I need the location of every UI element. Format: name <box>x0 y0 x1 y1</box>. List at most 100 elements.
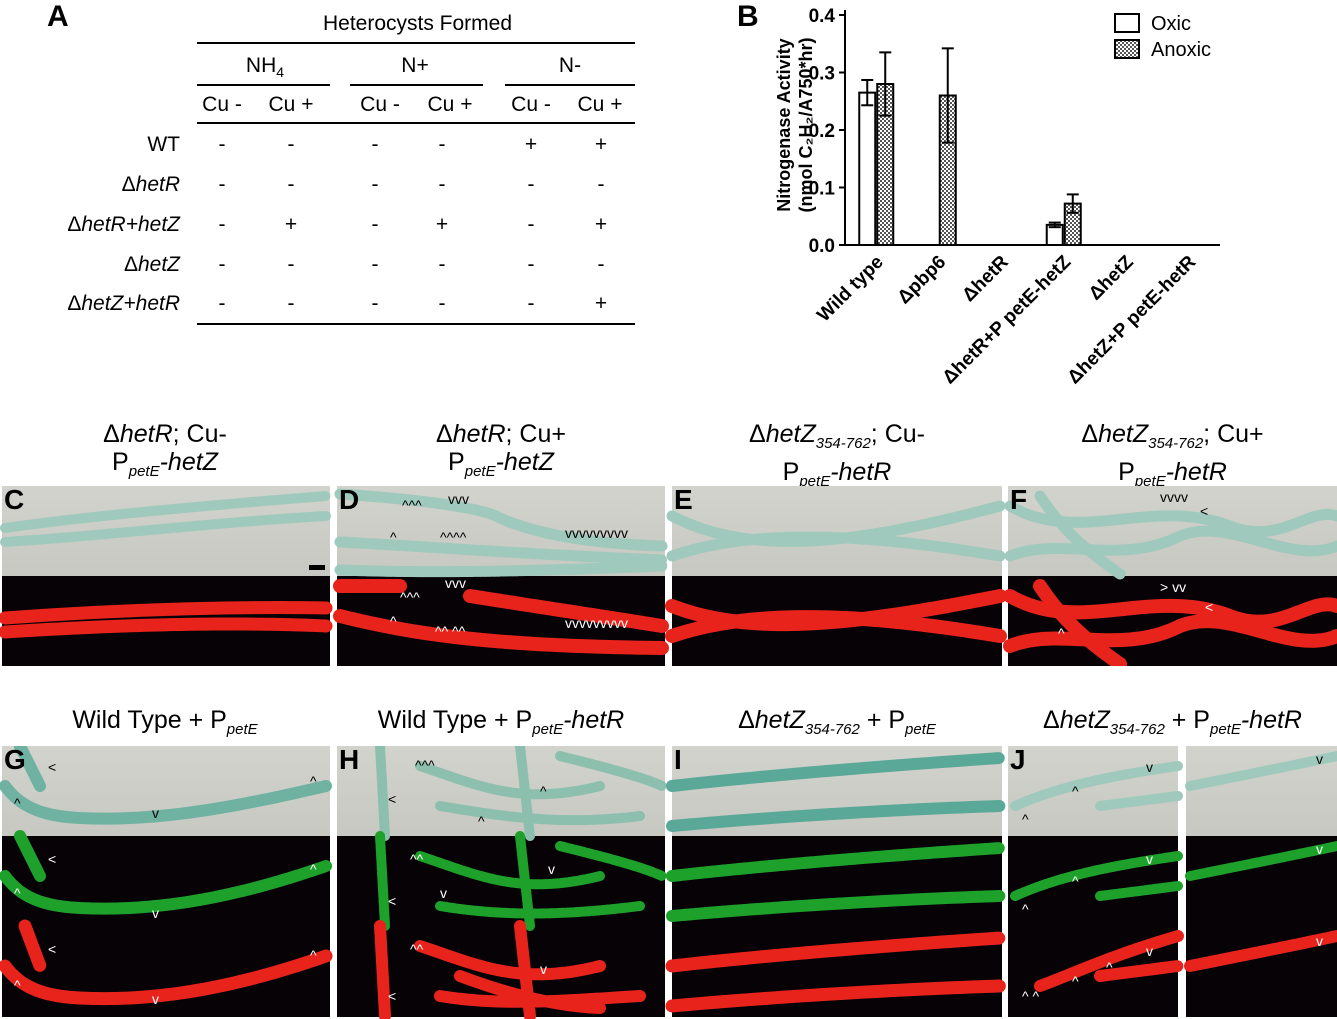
panel-b-label: B <box>737 0 759 33</box>
panel-e-label: E <box>674 484 693 515</box>
svg-text:^^ ^^: ^^ ^^ <box>435 623 466 639</box>
svg-text:vvv: vvv <box>448 491 469 507</box>
bar-oxic <box>858 91 877 246</box>
svg-text:^: ^ <box>310 861 317 877</box>
table-cell: - <box>287 253 295 276</box>
table-rule-bottom <box>197 323 635 325</box>
svg-text:vvvv: vvvv <box>1160 489 1188 505</box>
filament-h <box>374 746 667 1019</box>
svg-text:<: < <box>388 791 396 807</box>
svg-text:^: ^ <box>14 977 21 993</box>
panel-c-label: C <box>4 484 25 515</box>
svg-text:^: ^ <box>1106 959 1113 975</box>
group-header-nplus: N+ <box>401 54 429 77</box>
svg-text:^^^^: ^^^^ <box>440 529 467 545</box>
table-cell: - <box>527 292 535 315</box>
svg-text:^: ^ <box>14 885 21 901</box>
svg-text:<: < <box>388 988 396 1004</box>
table-cell: - <box>287 173 295 196</box>
panel-f-label: F <box>1010 484 1028 515</box>
table-cell: - <box>438 292 446 315</box>
table-cell: - <box>597 173 605 196</box>
svg-text:^ ^: ^ ^ <box>1022 988 1039 1004</box>
y-axis-title: Nitrogenase Activity <box>774 38 794 211</box>
svg-text:v: v <box>1316 933 1323 949</box>
table-cell: - <box>371 292 379 315</box>
filament-j <box>1010 751 1337 992</box>
svg-text:^: ^ <box>310 947 317 963</box>
table-cell: - <box>527 173 535 196</box>
x-tick-label: Wild type <box>813 252 887 326</box>
panel-a-label: A <box>47 0 69 33</box>
table-cell: + <box>284 213 298 236</box>
panel-g-label: G <box>4 744 26 775</box>
table-cell: - <box>287 292 295 315</box>
cond-header: Cu + <box>427 93 473 116</box>
svg-text:v: v <box>440 885 447 901</box>
svg-text:^: ^ <box>540 783 547 799</box>
legend: Oxic Anoxic <box>1114 13 1211 61</box>
y-tick-label: 0.2 <box>809 121 835 142</box>
table-cell: + <box>435 213 449 236</box>
table-cell: - <box>597 253 605 276</box>
table-cell: - <box>218 253 226 276</box>
svg-text:^: ^ <box>1072 783 1079 799</box>
table-rule-top <box>197 42 635 44</box>
cond-header: Cu + <box>268 93 314 116</box>
group-header-nh4: NH4 <box>245 54 285 81</box>
y-tick-label: 0.3 <box>809 64 835 85</box>
svg-text:v: v <box>540 961 547 977</box>
arrowheads-row2-fluor: <^v^ <^v^ ^^< vv ^^<v ^^vv ^ ^^^vv <box>14 841 1323 1007</box>
table-cell: + <box>594 213 608 236</box>
group-rule-nh4 <box>197 84 330 86</box>
table-cell: - <box>218 133 226 156</box>
x-tick-label: Δpbp6 <box>894 252 951 309</box>
cond-header: Cu - <box>511 93 551 116</box>
group-header-nminus: N- <box>558 54 582 77</box>
table-title: Heterocysts Formed <box>322 12 513 35</box>
svg-text:^^: ^^ <box>410 941 424 957</box>
table-cell: - <box>527 213 535 236</box>
svg-text:v: v <box>152 991 159 1007</box>
table-cell: - <box>218 292 226 315</box>
svg-text:<: < <box>388 893 396 909</box>
caption-c: ΔhetR; Cu- PpetE-hetZ <box>103 420 227 480</box>
svg-text:v: v <box>152 905 159 921</box>
svg-text:^^^: ^^^ <box>402 497 422 513</box>
svg-text:^: ^ <box>310 773 317 789</box>
row-label: ΔhetZ+hetR <box>67 292 180 315</box>
table-cell: - <box>371 213 379 236</box>
svg-text:^: ^ <box>1058 625 1065 641</box>
svg-text:<: < <box>48 941 56 957</box>
table-cell: - <box>438 173 446 196</box>
caption-d: ΔhetR; Cu+ PpetE-hetZ <box>436 420 566 480</box>
filament-c <box>0 491 333 639</box>
caption-j: ΔhetZ354-762 + PpetE-hetR <box>1043 706 1302 738</box>
table-cell: - <box>527 253 535 276</box>
caption-f: ΔhetZ354-762; Cu+ PpetE-hetR <box>1081 420 1264 490</box>
panel-h-label: H <box>339 744 360 775</box>
cond-header: Cu - <box>360 93 400 116</box>
table-rule-mid <box>197 122 635 124</box>
svg-text:^: ^ <box>390 613 397 629</box>
svg-text:v: v <box>1146 759 1153 775</box>
svg-text:<: < <box>1200 503 1208 519</box>
caption-g: Wild Type + PpetE <box>72 706 258 738</box>
svg-text:^^^: ^^^ <box>415 757 435 773</box>
y-tick-label: 0.0 <box>809 236 835 257</box>
table-cell: + <box>594 292 608 315</box>
table-cell: - <box>218 173 226 196</box>
svg-text:v: v <box>1316 841 1323 857</box>
svg-text:v: v <box>152 805 159 821</box>
arrowheads-row2-bright: < ^ v ^ ^^^ < ^ ^ ^ ^ v v <box>14 751 1323 829</box>
legend-swatch-anoxic <box>1114 39 1140 59</box>
heterocyst-arrowheads-fluor: ^^^ vvv ^^ ^^ vvvvvvvvv ^ > vv < ^ <box>390 575 1213 641</box>
filament-d <box>333 488 669 655</box>
table-cell: - <box>438 253 446 276</box>
cond-header: Cu - <box>202 93 242 116</box>
caption-i: ΔhetZ354-762 + PpetE <box>738 706 936 738</box>
y-axis: 0.0 0.1 0.2 0.3 0.4 <box>809 6 1220 257</box>
svg-text:^: ^ <box>14 795 21 811</box>
svg-text:v: v <box>1316 751 1323 767</box>
